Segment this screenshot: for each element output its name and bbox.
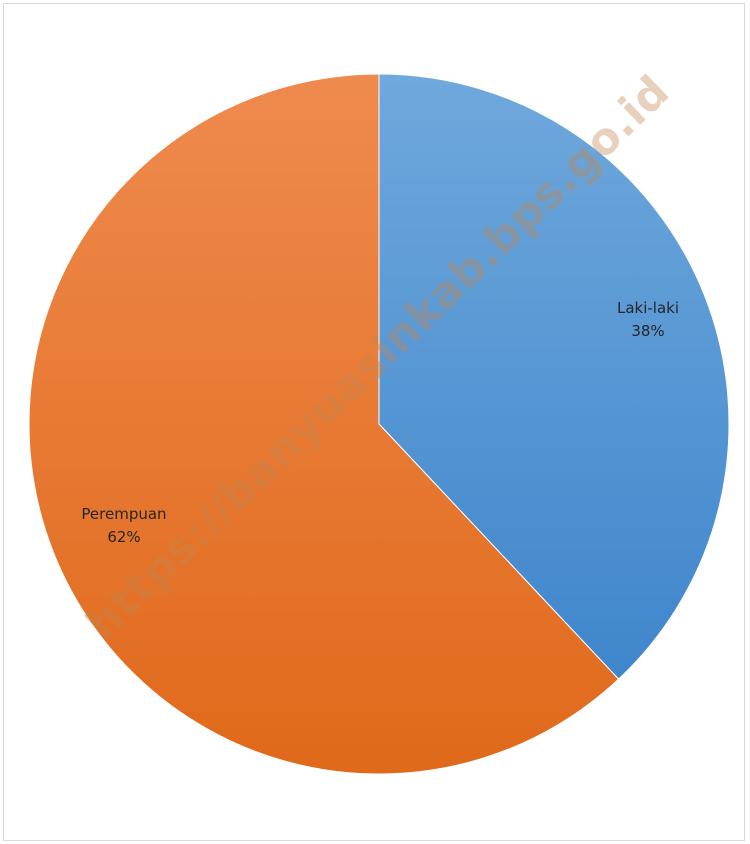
slice-label-percent: 62%	[107, 528, 140, 546]
slice-label-percent: 38%	[631, 322, 664, 340]
pie-slice-laki-laki	[378, 73, 730, 680]
pie-slices	[28, 73, 730, 775]
pie-slice-perempuan	[28, 73, 620, 775]
slice-label-category: Laki-laki	[617, 299, 679, 317]
slice-label-category: Perempuan	[81, 505, 166, 523]
pie-labels: Laki-laki 38% Perempuan 62%	[81, 299, 679, 546]
